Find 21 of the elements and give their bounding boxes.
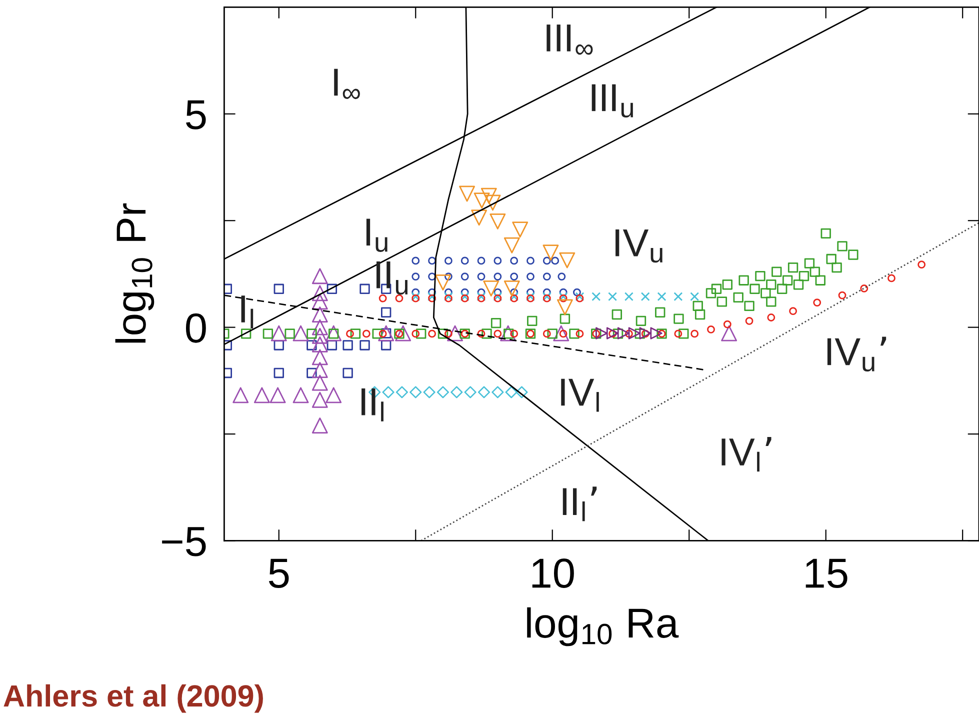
y-tick-label: −5 [162,527,206,556]
annotation: I$_{∞}$ [334,68,360,100]
annotation: IV$_{u}$ [616,229,662,263]
x-tick-label: 15 [806,558,848,588]
annotation: III$_{∞}$ [546,24,593,55]
annotation: IV$_{l}$’ [722,437,772,472]
y-tick-label: 5 [186,100,206,130]
annotation: I$_{u}$ [366,218,388,252]
x-tick-label: 10 [532,558,574,588]
annotation: I$_{l}$ [241,296,254,329]
annotation: IV$_{u}$’ [827,336,886,372]
y-axis-title: log$_{10}$ Pr [115,203,154,343]
annotation: II$_{l}$ [362,388,384,422]
x-axis-title: log$_{10}$ Ra [527,607,679,646]
annotation: III$_{u}$ [592,84,633,118]
annotation: II$_{u}$ [376,261,408,295]
y-tick-label: 0 [186,313,206,343]
x-tick-label: 5 [268,558,289,588]
annotation: IV$_{l}$ [561,378,599,412]
text: Ahlers et al (2009) [4,684,263,713]
annotation: II$_{l}$’ [562,486,597,522]
